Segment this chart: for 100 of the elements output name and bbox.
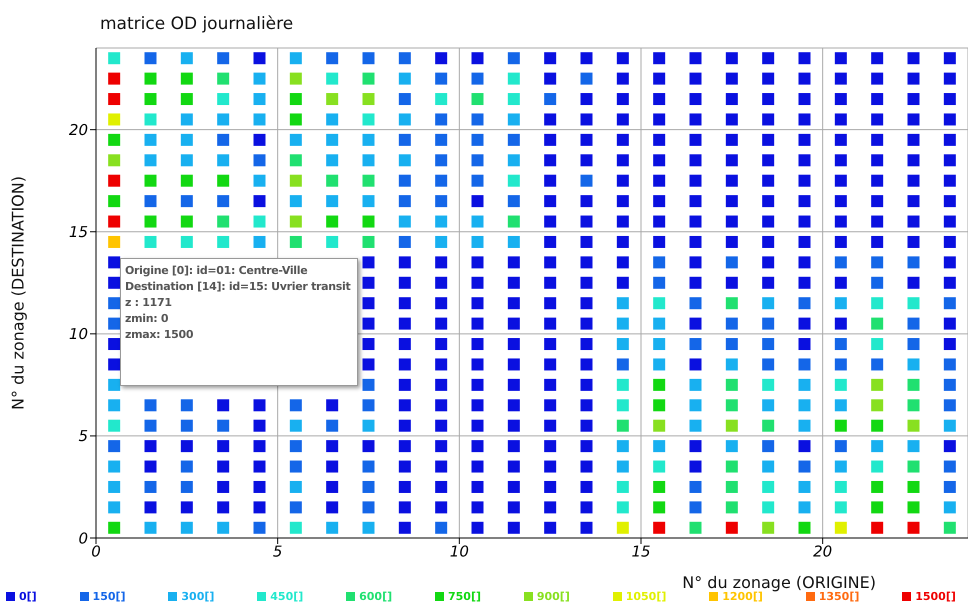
point <box>908 378 920 391</box>
point <box>108 134 120 146</box>
x-axis-title: N° du zonage (ORIGINE) <box>682 573 876 592</box>
point <box>435 93 448 106</box>
point <box>616 399 629 412</box>
point <box>762 480 774 493</box>
point <box>908 501 920 514</box>
legend-label: 0[] <box>18 590 37 603</box>
point <box>834 501 847 514</box>
point <box>508 216 520 228</box>
point <box>362 113 374 126</box>
point <box>871 420 884 432</box>
point <box>871 522 884 534</box>
y-tick-label: 5 <box>78 427 88 446</box>
annotation: Destination [14]: id=15: Uvrier transit <box>125 279 352 295</box>
point <box>108 236 120 248</box>
legend-label: 750[] <box>446 590 482 603</box>
annotation: Origine [0]: id=01: Centre-Ville <box>125 263 308 279</box>
point <box>726 501 738 514</box>
point <box>326 72 338 85</box>
point <box>908 297 920 310</box>
point <box>908 420 920 432</box>
point <box>180 93 193 106</box>
point <box>108 113 120 126</box>
legend-label: 1500[] <box>914 590 956 603</box>
point <box>180 236 193 248</box>
point <box>871 399 884 412</box>
point <box>908 460 920 473</box>
point <box>871 480 884 493</box>
point <box>144 216 156 228</box>
point <box>108 174 120 187</box>
point <box>726 378 738 391</box>
x-tick-label: 10 <box>450 542 469 561</box>
point <box>362 93 374 106</box>
point <box>726 480 738 493</box>
legend-label: 1350[] <box>818 590 860 603</box>
point <box>144 72 156 85</box>
x-tick-label: 5 <box>272 542 282 561</box>
legend-label: 600[] <box>358 590 392 603</box>
legend-label: 1050[] <box>624 590 666 603</box>
point <box>144 113 156 126</box>
point <box>326 93 338 106</box>
annotation: zmin: 0 <box>125 311 170 327</box>
point <box>834 480 847 493</box>
point <box>726 399 738 412</box>
point <box>653 522 666 534</box>
point <box>108 52 120 64</box>
point <box>290 522 302 534</box>
point <box>290 93 302 106</box>
point <box>217 236 230 248</box>
point <box>616 522 629 534</box>
annotation: z : 1171 <box>125 295 173 311</box>
point <box>653 480 666 493</box>
point <box>616 480 629 493</box>
point <box>653 378 666 391</box>
point <box>290 216 302 228</box>
point <box>726 297 738 310</box>
point <box>726 460 738 473</box>
point <box>108 420 120 432</box>
point <box>326 174 338 187</box>
point <box>362 174 374 187</box>
point <box>217 216 230 228</box>
x-tick-label: 0 <box>91 542 101 561</box>
chart-title: matrice OD journalière <box>100 14 294 34</box>
point <box>508 72 520 85</box>
point <box>762 501 774 514</box>
point <box>908 399 920 412</box>
point <box>762 420 774 432</box>
point <box>762 378 774 391</box>
point <box>144 174 156 187</box>
point <box>254 216 266 228</box>
point <box>726 522 738 534</box>
annotation: zmax: 1500 <box>125 327 194 343</box>
point <box>108 216 120 228</box>
legend-label: 450[] <box>269 590 304 603</box>
point <box>326 236 338 248</box>
point <box>362 72 374 85</box>
point <box>871 378 884 391</box>
point <box>326 216 338 228</box>
point <box>180 72 193 85</box>
y-tick-label: 20 <box>68 120 88 139</box>
point <box>653 501 666 514</box>
point <box>290 113 302 126</box>
point <box>834 378 847 391</box>
point <box>508 174 520 187</box>
point <box>798 522 810 534</box>
y-axis-title: N° du zonage (DESTINATION) <box>8 176 28 410</box>
point <box>108 72 120 85</box>
point <box>653 399 666 412</box>
point <box>762 522 774 534</box>
point <box>871 501 884 514</box>
point <box>616 501 629 514</box>
x-tick-label: 20 <box>813 542 832 561</box>
point <box>834 522 847 534</box>
point <box>217 93 230 106</box>
point <box>834 420 847 432</box>
y-tick-label: 10 <box>68 325 88 344</box>
point <box>871 318 884 330</box>
point <box>690 522 702 534</box>
point <box>290 72 302 85</box>
